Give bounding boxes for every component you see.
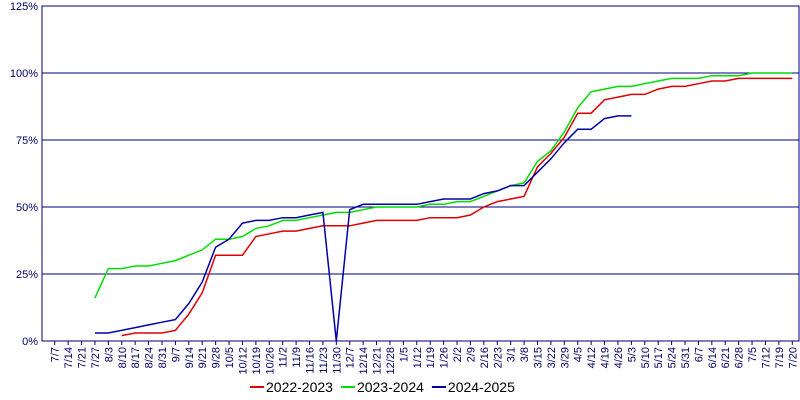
x-tick-label: 6/7 [693, 347, 705, 362]
x-tick-label: 7/20 [787, 347, 799, 368]
x-tick-label: 3/1 [506, 347, 518, 362]
x-tick-label: 1/19 [425, 347, 437, 368]
x-tick-label: 7/5 [747, 347, 759, 362]
x-tick-label: 4/26 [613, 347, 625, 368]
series-line [94, 72, 793, 299]
x-tick-label: 4/19 [600, 347, 612, 368]
x-tick-label: 1/26 [439, 347, 451, 368]
x-tick-label: 3/29 [559, 347, 571, 368]
x-tick-label: 6/14 [707, 347, 719, 368]
x-tick-label: 5/17 [653, 347, 665, 368]
x-tick-label: 5/10 [640, 347, 652, 368]
x-tick-label: 11/23 [318, 347, 330, 374]
x-tick-label: 8/10 [117, 347, 129, 368]
x-tick-label: 11/2 [278, 347, 290, 368]
x-tick-label: 8/17 [130, 347, 142, 368]
x-tick-label: 2/2 [452, 347, 464, 362]
x-tick-label: 12/21 [372, 347, 384, 375]
x-tick-label: 3/8 [519, 347, 531, 362]
y-tick-label: 75% [16, 135, 38, 147]
legend-label: 2024-2025 [448, 379, 515, 395]
x-tick-label: 8/3 [103, 347, 115, 362]
x-tick-label: 7/7 [50, 347, 62, 362]
x-tick-label: 9/7 [170, 347, 182, 362]
x-tick-label: 11/30 [331, 347, 343, 374]
x-tick-label: 3/22 [546, 347, 558, 368]
x-tick-label: 3/15 [532, 347, 544, 368]
x-tick-label: 8/24 [144, 347, 156, 368]
x-tick-label: 11/16 [305, 347, 317, 374]
x-tick-label: 10/26 [264, 347, 276, 375]
x-tick-label: 2/9 [465, 347, 477, 362]
x-tick-label: 9/14 [184, 347, 196, 368]
x-tick-label: 1/12 [412, 347, 424, 368]
x-tick-label: 6/21 [720, 347, 732, 368]
y-tick-label: 125% [10, 1, 38, 13]
x-tick-label: 7/27 [90, 347, 102, 368]
x-tick-label: 6/28 [734, 347, 746, 368]
y-tick-label: 25% [16, 269, 38, 281]
legend-label: 2023-2024 [357, 379, 424, 395]
x-tick-label: 11/9 [291, 347, 303, 368]
x-tick-label: 10/5 [224, 347, 236, 368]
series-line [121, 77, 793, 337]
x-tick-label: 7/14 [63, 347, 75, 368]
x-tick-label: 5/31 [680, 347, 692, 368]
x-tick-label: 10/12 [237, 347, 249, 375]
x-tick-label: 12/14 [358, 347, 370, 375]
x-tick-label: 2/16 [479, 347, 491, 368]
x-tick-label: 8/31 [157, 347, 169, 368]
x-tick-label: 7/21 [77, 347, 89, 368]
x-tick-label: 5/3 [626, 347, 638, 362]
series-line [94, 115, 632, 342]
x-tick-label: 12/28 [385, 347, 397, 375]
x-tick-label: 2/23 [492, 347, 504, 368]
x-tick-label: 1/5 [398, 347, 410, 362]
x-tick-label: 9/28 [211, 347, 223, 368]
x-tick-label: 4/12 [586, 347, 598, 368]
plot-border [41, 5, 800, 342]
legend-label: 2022-2023 [266, 379, 333, 395]
x-tick-label: 5/24 [667, 347, 679, 368]
x-tick-label: 7/12 [760, 347, 772, 368]
y-tick-label: 100% [10, 68, 38, 80]
y-tick-label: 0% [22, 336, 38, 348]
x-tick-label: 10/19 [251, 347, 263, 375]
x-tick-label: 12/7 [345, 347, 357, 368]
legend: 2022-2023 2023-2024 2024-2025 [250, 379, 515, 395]
x-tick-label: 7/19 [774, 347, 786, 368]
y-tick-label: 50% [16, 202, 38, 214]
x-tick-label: 4/5 [573, 347, 585, 362]
x-tick-label: 9/21 [197, 347, 209, 368]
